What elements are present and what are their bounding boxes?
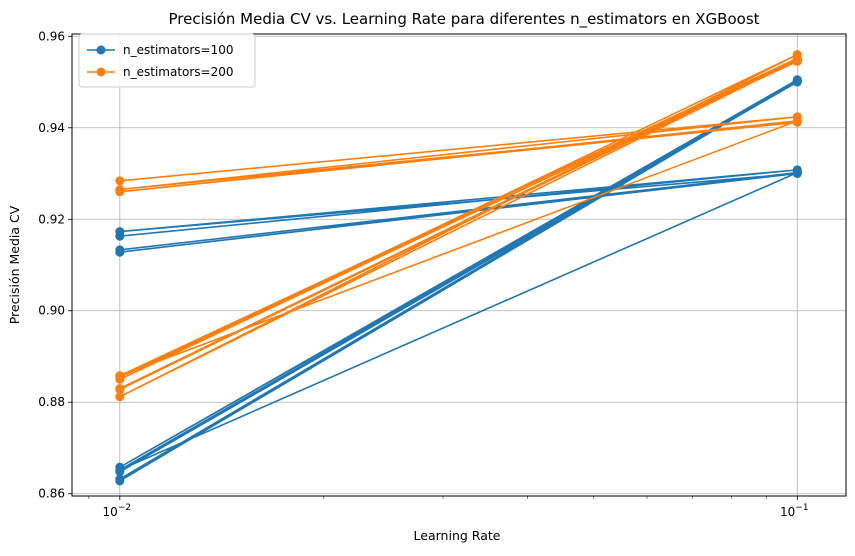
- legend-marker: [96, 67, 106, 77]
- legend-frame: [78, 33, 256, 88]
- series-0: [115, 75, 802, 486]
- x-axis-ticks: 10−2 10−1: [88, 496, 809, 519]
- y-tick-label: 0.90: [38, 304, 65, 318]
- x-tick-label-base: 10: [103, 505, 118, 519]
- legend-marker: [96, 45, 106, 55]
- data-point: [115, 474, 125, 484]
- data-point: [792, 77, 802, 87]
- y-tick-label: 0.96: [38, 29, 65, 43]
- y-tick-label: 0.94: [38, 121, 65, 135]
- legend-item: n_estimators=200: [87, 65, 234, 79]
- data-point: [115, 392, 125, 402]
- x-axis-label: Learning Rate: [414, 528, 501, 543]
- grid-lines: [72, 34, 846, 496]
- legend-label: n_estimators=200: [123, 65, 234, 79]
- data-point: [792, 56, 802, 66]
- y-tick-label: 0.88: [38, 395, 65, 409]
- data-point: [115, 187, 125, 197]
- chart-legend: n_estimators=100 n_estimators=200: [78, 33, 256, 88]
- x-tick-label-base: 10: [780, 505, 795, 519]
- x-tick-label-exponent: −2: [118, 503, 131, 513]
- y-axis-label: Precisión Media CV: [7, 205, 22, 324]
- x-tick-label-exponent: −1: [795, 503, 808, 513]
- data-point: [792, 116, 802, 126]
- x-tick-label: 10−2: [103, 503, 132, 519]
- legend-items: n_estimators=100 n_estimators=200: [87, 43, 234, 79]
- y-tick-label: 0.86: [38, 487, 65, 501]
- legend-label: n_estimators=100: [123, 43, 234, 57]
- chart-title: Precisión Media CV vs. Learning Rate par…: [168, 10, 759, 29]
- data-point: [792, 168, 802, 178]
- plot-area-frame: [71, 33, 847, 497]
- data-point: [115, 245, 125, 255]
- x-tick-label: 10−1: [780, 503, 809, 519]
- data-point: [115, 384, 125, 394]
- series-1: [115, 50, 802, 402]
- legend-item: n_estimators=100: [87, 43, 234, 57]
- data-point: [115, 227, 125, 237]
- y-tick-label: 0.92: [38, 212, 65, 226]
- data-point: [115, 372, 125, 382]
- data-point: [115, 176, 125, 186]
- series-line: [119, 53, 799, 398]
- series-lines: [115, 50, 802, 486]
- series-line: [119, 78, 799, 482]
- y-axis-ticks: 0.86 0.88 0.90 0.92 0.94 0.96: [38, 29, 72, 501]
- data-point: [115, 467, 125, 477]
